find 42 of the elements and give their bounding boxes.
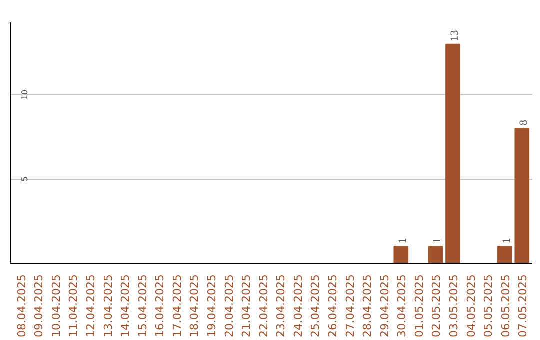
x-tick-label: 21.04.2025 bbox=[240, 274, 254, 338]
x-tick-label: 28.04.2025 bbox=[361, 274, 374, 338]
bar bbox=[497, 246, 512, 264]
bar bbox=[428, 246, 444, 264]
bar bbox=[514, 128, 530, 264]
y-tick-label: 5 bbox=[20, 176, 30, 182]
x-tick-label: 04.05.2025 bbox=[464, 274, 478, 338]
x-tick-label: 25.04.2025 bbox=[309, 274, 322, 338]
y-tick-label: 10 bbox=[20, 90, 30, 100]
x-tick-label: 24.04.2025 bbox=[292, 274, 305, 338]
x-tick-label: 05.05.2025 bbox=[482, 274, 496, 338]
x-tick-label: 09.04.2025 bbox=[32, 274, 46, 338]
x-tick-label: 15.04.2025 bbox=[136, 274, 150, 338]
x-tick-label: 22.04.2025 bbox=[257, 274, 270, 338]
x-tick-label: 11.04.2025 bbox=[67, 274, 80, 338]
x-tick-label: 10.04.2025 bbox=[50, 274, 63, 338]
x-tick-label: 14.04.2025 bbox=[119, 274, 132, 338]
x-tick-label: 30.04.2025 bbox=[396, 274, 409, 338]
x-tick-label: 23.04.2025 bbox=[274, 274, 288, 338]
data-label: 8 bbox=[518, 120, 530, 126]
x-tick-label: 17.04.2025 bbox=[170, 274, 184, 338]
x-tick-label: 29.04.2025 bbox=[378, 274, 392, 338]
x-tick-label: 27.04.2025 bbox=[344, 274, 357, 338]
data-label: 1 bbox=[500, 238, 513, 244]
data-label: 1 bbox=[397, 238, 410, 244]
x-tick-label: 01.05.2025 bbox=[412, 274, 426, 338]
x-tick-label: 20.04.2025 bbox=[222, 274, 236, 338]
x-tick-label: 12.04.2025 bbox=[84, 274, 98, 338]
bar bbox=[446, 44, 460, 264]
x-tick-label: 06.05.2025 bbox=[499, 274, 512, 338]
data-label: 13 bbox=[448, 30, 461, 42]
bar bbox=[394, 246, 409, 264]
x-tick-label: 08.04.2025 bbox=[15, 274, 28, 338]
x-tick-label: 03.05.2025 bbox=[447, 274, 460, 338]
x-tick-label: 13.04.2025 bbox=[102, 274, 115, 338]
data-label: 1 bbox=[432, 238, 444, 244]
x-tick-label: 18.04.2025 bbox=[188, 274, 202, 338]
x-tick-label: 19.04.2025 bbox=[206, 274, 219, 338]
x-tick-label: 16.04.2025 bbox=[154, 274, 167, 338]
x-tick-label: 02.05.2025 bbox=[430, 274, 444, 338]
x-tick-label: 26.04.2025 bbox=[326, 274, 340, 338]
x-tick-label: 07.05.2025 bbox=[516, 274, 530, 338]
